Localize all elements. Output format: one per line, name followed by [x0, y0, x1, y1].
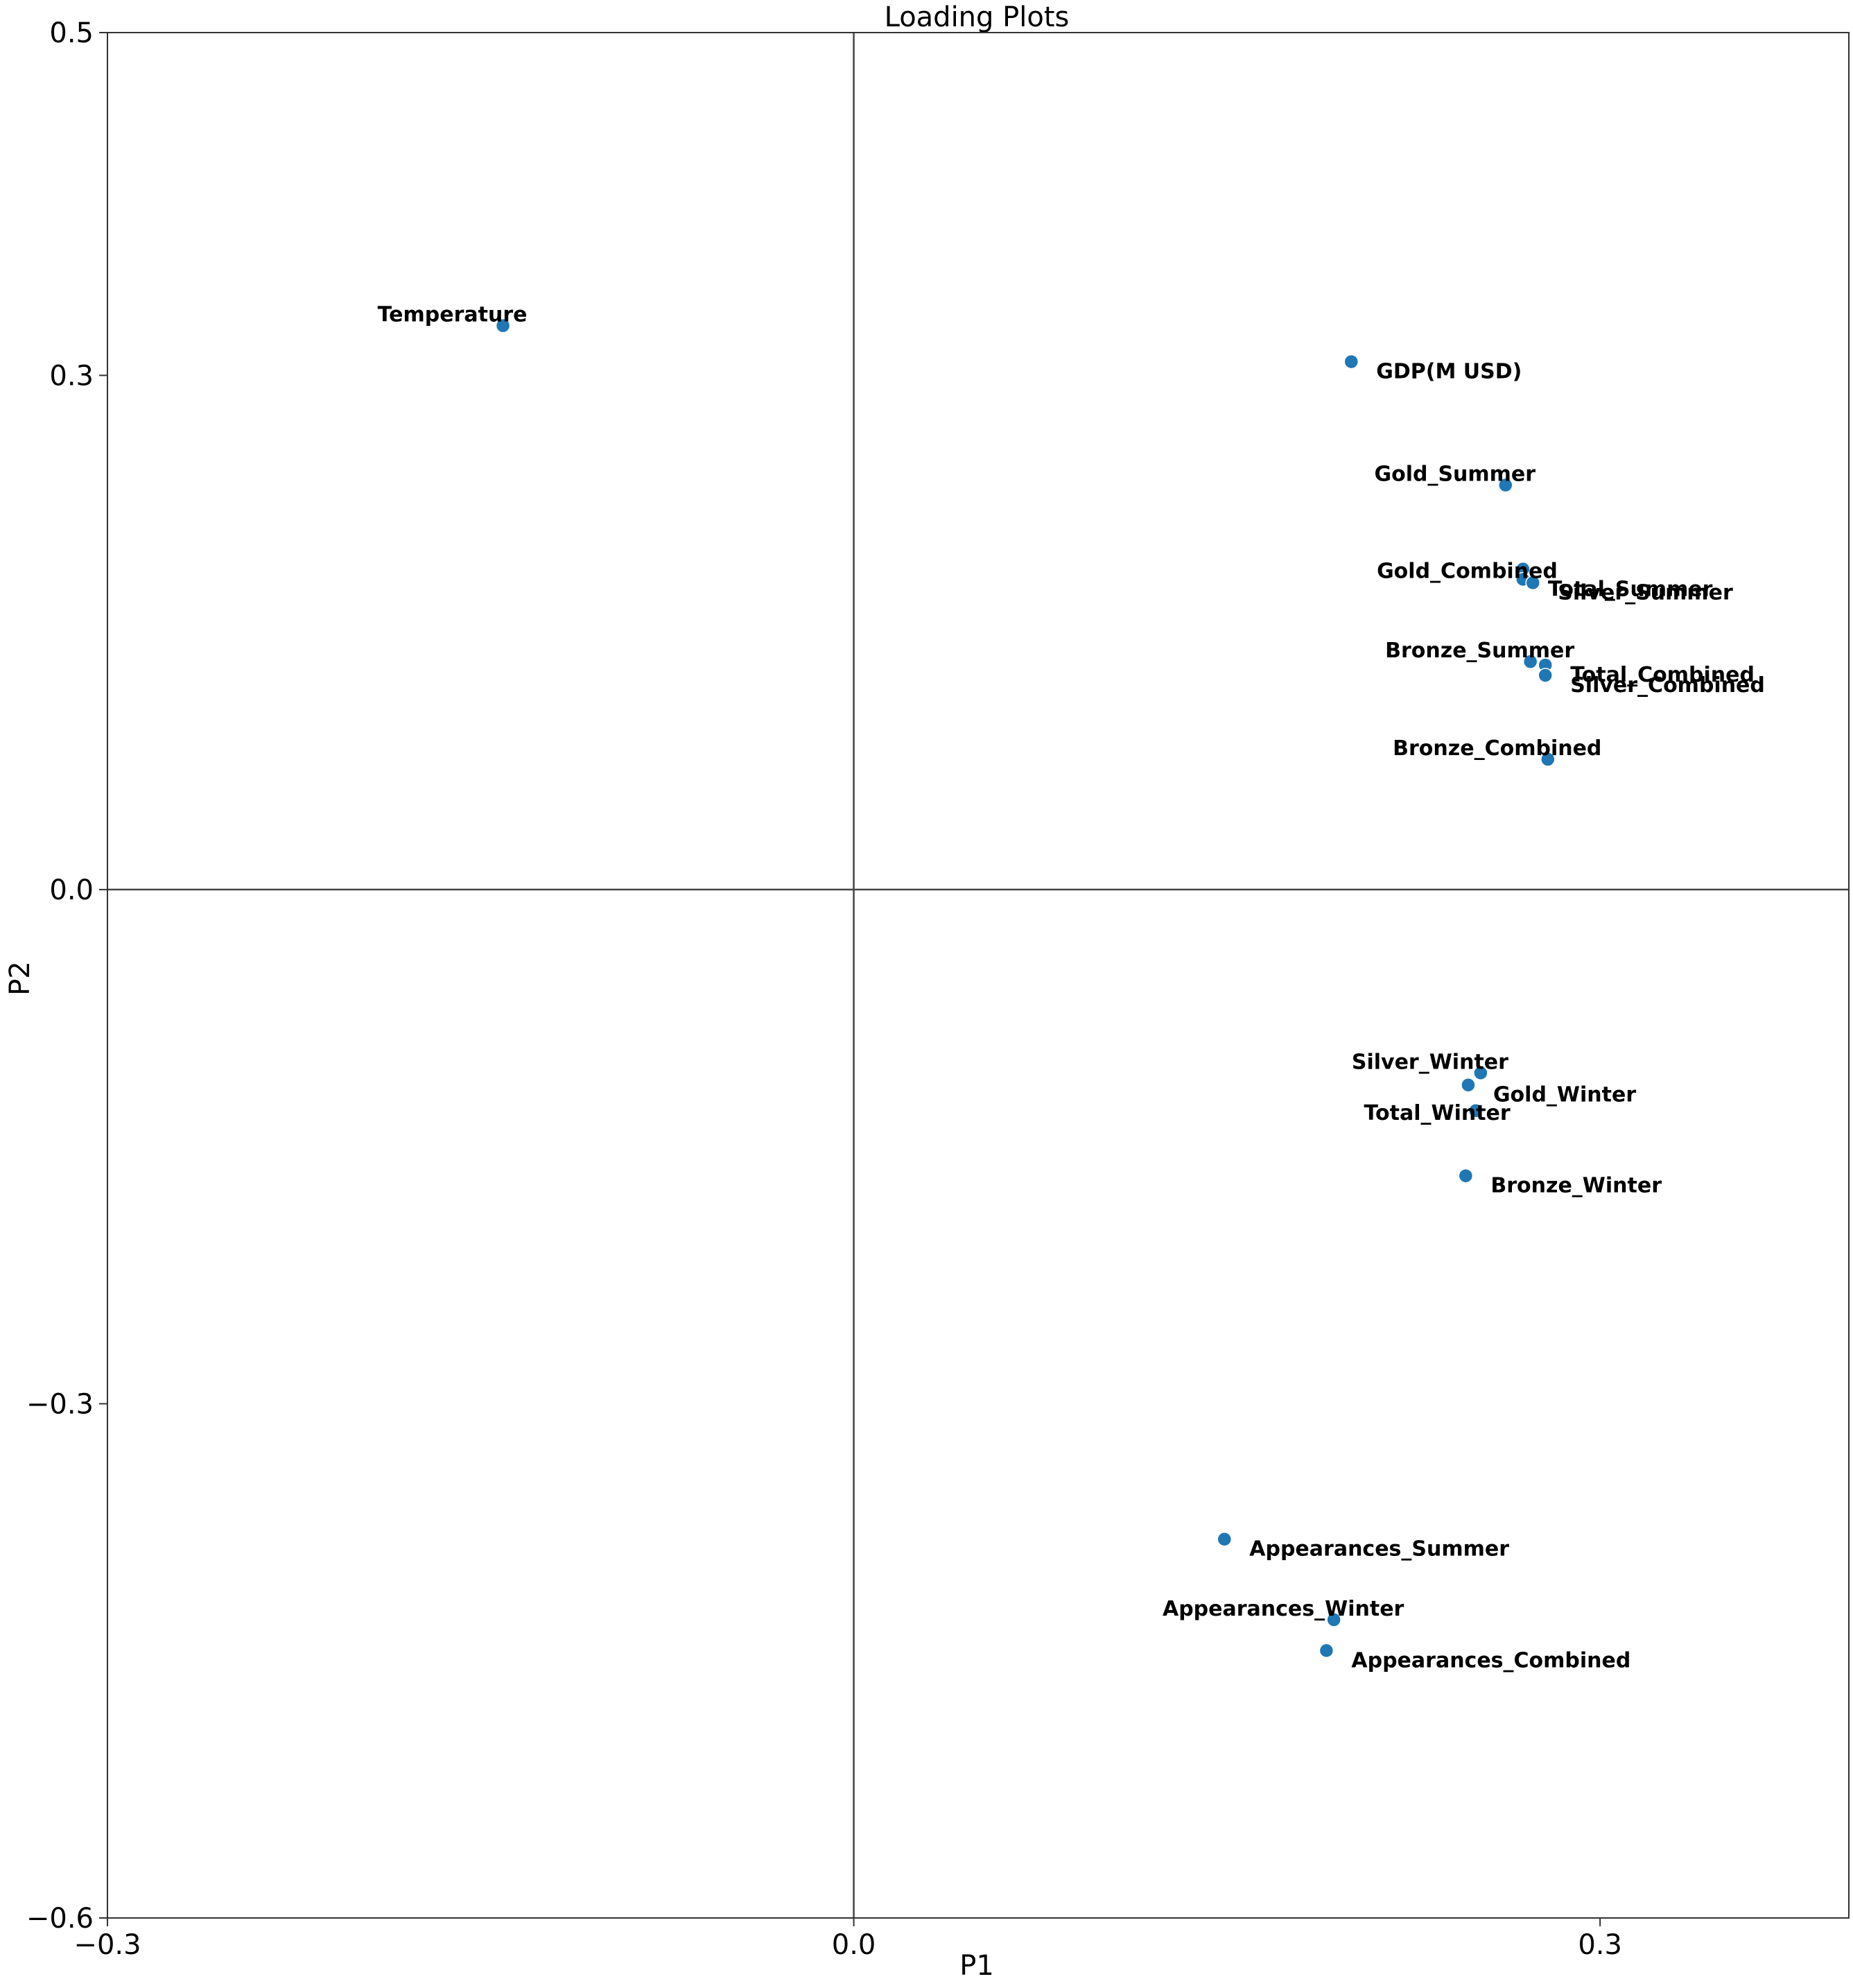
y-tick-label: 0.3 — [49, 360, 94, 392]
data-point-label: Total_Combined — [1570, 663, 1755, 687]
x-axis-ticks: −0.3 0.0 0.3 — [73, 1918, 1622, 1961]
data-point — [1217, 1531, 1233, 1547]
y-tick-label: −0.6 — [26, 1903, 94, 1935]
data-point-label: Gold_Summer — [1374, 463, 1536, 487]
data-point-label: Appearances_Summer — [1249, 1537, 1509, 1562]
x-axis-title: P1 — [959, 1950, 994, 1982]
y-axis-title: P2 — [4, 961, 36, 996]
data-point — [1461, 1077, 1476, 1093]
data-point-label: Bronze_Summer — [1385, 639, 1574, 663]
data-point — [1540, 752, 1556, 767]
data-point — [1326, 1612, 1341, 1627]
data-point-label: Gold_Combined — [1377, 560, 1558, 584]
data-point — [1538, 668, 1553, 683]
chart-title: Loading Plots — [885, 1, 1070, 33]
data-point — [1343, 354, 1359, 370]
y-tick-label: −0.3 — [26, 1388, 94, 1420]
data-point — [1522, 654, 1538, 669]
data-point — [1458, 1168, 1474, 1184]
data-point-label: Silver_Combined — [1570, 673, 1765, 698]
reference-lines — [107, 33, 1849, 1918]
data-point-labels: Temperature GDP(M USD) Gold_Summer Gold_Com… — [378, 303, 1765, 1673]
data-point-label: Temperature — [378, 303, 528, 327]
data-point — [1498, 477, 1513, 493]
data-points — [495, 318, 1556, 1659]
plot-frame — [107, 32, 1850, 1919]
x-tick-label: 0.0 — [832, 1929, 876, 1961]
x-tick-label: 0.3 — [1578, 1929, 1622, 1961]
data-point — [1525, 575, 1541, 591]
data-point-label: Appearances_Winter — [1163, 1597, 1404, 1621]
x-tick-label: −0.3 — [73, 1929, 141, 1961]
data-point — [495, 318, 511, 334]
y-axis-ticks: −0.6 −0.3 0.0 0.3 0.5 — [26, 17, 107, 1935]
data-point-label: Bronze_Winter — [1490, 1174, 1662, 1198]
data-point-label: Appearances_Combined — [1351, 1648, 1630, 1672]
data-point — [1319, 1643, 1334, 1659]
data-point-label: GDP(M USD) — [1376, 360, 1522, 384]
y-tick-label: 0.5 — [49, 17, 94, 49]
data-point-label: Silver_Summer — [1558, 580, 1733, 605]
data-point-label: Silver_Winter — [1352, 1050, 1508, 1074]
y-tick-label: 0.0 — [49, 874, 94, 906]
data-point-label: Gold_Winter — [1493, 1083, 1636, 1107]
data-point-label: Total_Summer — [1548, 578, 1713, 602]
data-point-label: Bronze_Combined — [1393, 736, 1601, 761]
data-point-label: Total_Winter — [1364, 1101, 1511, 1125]
plot-border — [107, 32, 1850, 1919]
data-point — [1473, 1065, 1488, 1081]
data-point — [1468, 1103, 1484, 1118]
